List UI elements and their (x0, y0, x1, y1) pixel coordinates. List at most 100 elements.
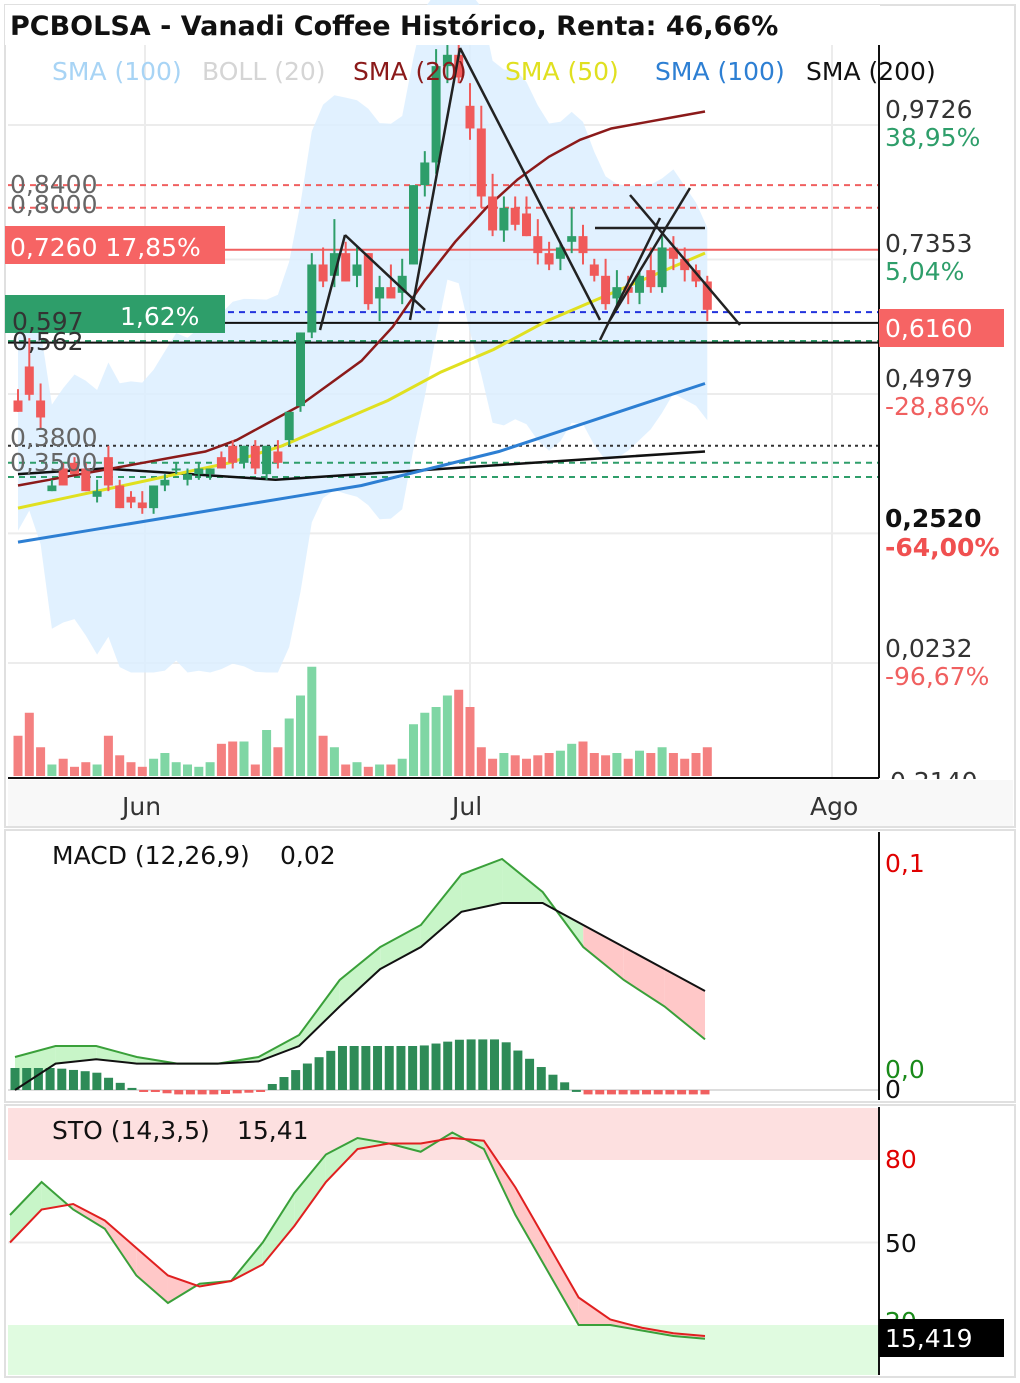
left-label-0350: 0,3500 (10, 448, 97, 477)
candle-body (352, 264, 362, 276)
macd-hist-bar (408, 1046, 418, 1090)
macd-hist-bar (33, 1068, 43, 1090)
volume-bar (567, 743, 577, 776)
candle-body (612, 287, 622, 299)
candle-body (431, 66, 441, 163)
macd-hist-bar (431, 1043, 441, 1090)
left-labels: 0,8400 0,8000 0,7260 17,85% 1,62% 0,597 … (5, 170, 225, 477)
volume-bar (454, 689, 464, 776)
trend-line-6 (608, 187, 692, 321)
volume-bar (126, 762, 136, 776)
volume-bar (194, 766, 204, 776)
macd-hist-bar (291, 1070, 301, 1090)
red-level-label: 0,7260 17,85% (10, 233, 201, 262)
volume-bar (544, 753, 554, 776)
sto-fill (104, 1220, 137, 1276)
sma100-line (17, 382, 706, 544)
macd-fill (502, 859, 543, 903)
legend-sma50: SMA (50) (505, 57, 619, 86)
candle-body (488, 196, 498, 231)
left-label-0800: 0,8000 (10, 190, 97, 219)
macd-hist-bar (92, 1072, 102, 1090)
price-tick-2: 0,4979 (885, 364, 972, 393)
macd-label: MACD (12,26,9) (52, 841, 250, 870)
candle-body (103, 457, 113, 486)
candle-body (183, 474, 192, 480)
volume-bar (476, 747, 486, 776)
macd-hist-bar (606, 1090, 616, 1095)
overlap-label-2: 0,562 (12, 327, 84, 356)
volume-bar (691, 753, 701, 776)
macd-fill (380, 925, 421, 969)
candle-body (601, 275, 611, 305)
macd-fill (96, 1046, 137, 1064)
volume-bar (488, 758, 498, 776)
legend-sma20: SMA (20) (353, 57, 467, 86)
macd-hist-bar (583, 1090, 593, 1095)
macd-hist-bar (127, 1087, 137, 1090)
macd-hist-bar (419, 1045, 429, 1090)
sto-fill (294, 1154, 326, 1226)
macd-hist-bar (302, 1063, 312, 1090)
volume-bar (205, 762, 215, 776)
macd-hist-bar (150, 1090, 160, 1093)
macd-fill (299, 980, 340, 1046)
macd-hist-bar (314, 1057, 324, 1090)
sma20-line (17, 110, 706, 487)
candle-body (589, 264, 599, 276)
macd-hist-bar (677, 1090, 687, 1095)
macd-hist-bar (349, 1046, 359, 1090)
sto-value: 15,41 (237, 1116, 309, 1145)
candle-body (58, 468, 68, 486)
macd-fill (339, 947, 381, 1007)
volume-bar (250, 764, 260, 776)
macd-hist-bar (209, 1090, 219, 1095)
sto-fill (547, 1242, 579, 1325)
volume-bar (160, 753, 170, 776)
volume-bar (341, 764, 351, 776)
macd-fill (583, 925, 624, 980)
macd-signal-line (14, 902, 706, 1091)
candle-body (329, 253, 339, 276)
sto-axis-80: 80 (885, 1145, 917, 1174)
volume-bars (13, 666, 712, 776)
sto-fill (10, 1182, 42, 1243)
macd-hist-bar (373, 1046, 383, 1090)
macd-hist-bar (22, 1068, 32, 1090)
macd-hist-bar (501, 1042, 511, 1090)
candle-body (409, 185, 418, 265)
macd-hist-bar (571, 1089, 581, 1092)
macd-hist-bar (548, 1074, 558, 1090)
sto-fill (73, 1204, 105, 1229)
x-label-ago: Ago (810, 792, 858, 821)
volume-bar (329, 747, 339, 776)
volume-bar (442, 695, 452, 776)
price-pct-2: -28,86% (885, 392, 989, 421)
candle-body (296, 332, 305, 407)
volume-bar (363, 766, 373, 776)
sto-label: STO (14,3,5) (52, 1116, 210, 1145)
left-label-0840: 0,8400 (10, 170, 97, 199)
volume-bar (635, 750, 644, 776)
macd-fill (461, 859, 503, 912)
candle-body (555, 247, 565, 259)
volume-bar (352, 762, 362, 776)
green-level-box (5, 295, 225, 333)
macd-hist-bar (174, 1090, 184, 1095)
sto-fill (136, 1248, 168, 1303)
volume-bar (36, 747, 46, 776)
candle-body (691, 270, 701, 282)
candle-body (510, 207, 520, 225)
candle-body (239, 445, 249, 463)
stochastic-panel (8, 1108, 879, 1375)
macd-hist-bar (443, 1041, 453, 1090)
volume-bar (239, 741, 249, 776)
macd-hist-bar (560, 1082, 570, 1090)
candle-body (47, 485, 57, 492)
candle-body (499, 207, 509, 231)
macd-fill (420, 874, 462, 947)
volume-bar (386, 764, 396, 776)
volume-bar (228, 741, 238, 776)
macd-hist-bar (630, 1090, 640, 1095)
volume-bar (555, 750, 565, 776)
